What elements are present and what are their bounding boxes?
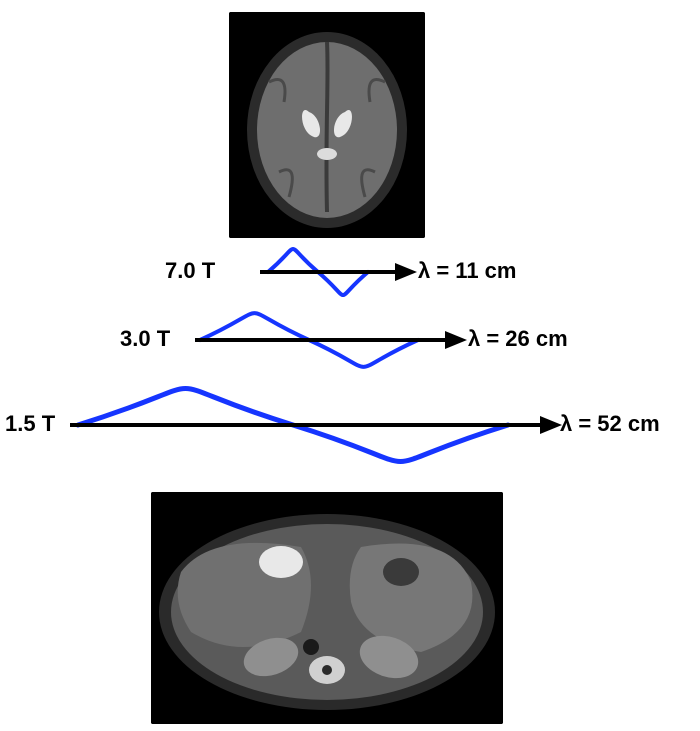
wavelength-row	[260, 236, 425, 308]
field-strength-label: 1.5 T	[5, 411, 55, 437]
abdomen-mri-image	[151, 492, 503, 724]
brain-mri-image	[229, 12, 425, 238]
field-strength-label: 7.0 T	[165, 258, 215, 284]
field-strength-label: 3.0 T	[120, 326, 170, 352]
wavelength-row	[195, 300, 475, 380]
wavelength-label: λ = 52 cm	[560, 411, 660, 437]
figure-canvas: 7.0 T λ = 11 cm 3.0 T λ = 26 cm 1.5 T λ = 52 …	[0, 0, 700, 731]
wavelength-row	[70, 375, 570, 475]
wavelength-label: λ = 26 cm	[468, 326, 568, 352]
wavelength-label: λ = 11 cm	[418, 258, 516, 284]
arrow-head-icon	[540, 416, 562, 434]
arrow-head-icon	[395, 263, 417, 281]
arrow-head-icon	[445, 331, 467, 349]
